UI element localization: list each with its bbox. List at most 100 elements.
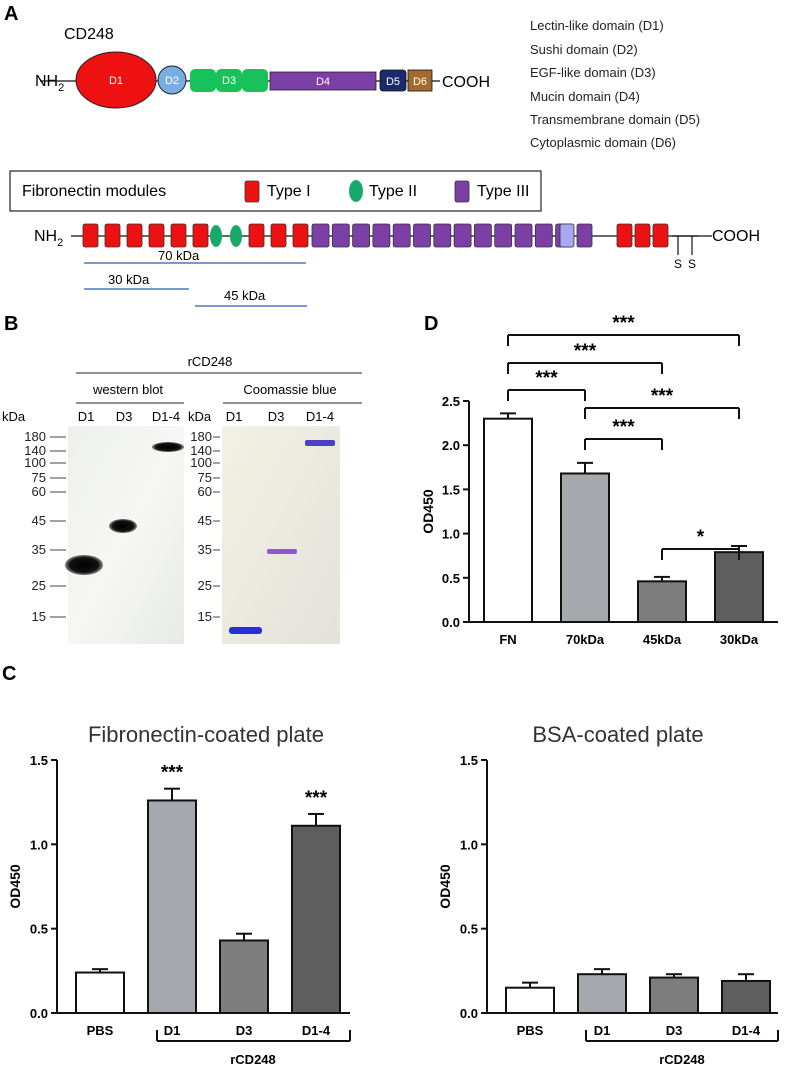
fn-type3-module xyxy=(494,223,513,248)
y-tick-label: 1.0 xyxy=(442,527,460,542)
significance-label: *** xyxy=(305,788,328,809)
fn-modules xyxy=(82,223,669,248)
wb-band-d14 xyxy=(152,442,184,452)
fn-type3-module xyxy=(576,223,593,248)
bsa-plate-title: BSA-coated plate xyxy=(532,722,703,747)
fn-legend-type1: Type I xyxy=(267,183,311,200)
fragment-70kda-label: 70 kDa xyxy=(158,248,200,263)
cb-marker-label: 180 xyxy=(190,429,212,444)
x-category-label: D3 xyxy=(666,1023,683,1038)
fn-legend-type2-swatch xyxy=(349,180,363,202)
y-tick-label: 0.0 xyxy=(460,1006,478,1021)
domain-d5-shape xyxy=(379,69,407,92)
bar xyxy=(291,824,341,1015)
cb-band-d14 xyxy=(305,440,335,446)
fn-type3-module xyxy=(392,223,411,248)
x-category-label: D3 xyxy=(236,1023,253,1038)
panel-a: A CD248 NH2 D1 D2 D3 D4 D5 D6 COOH Lecti… xyxy=(4,3,760,307)
fn-nterm-sub: 2 xyxy=(57,237,63,249)
y-axis-title: OD450 xyxy=(7,864,23,909)
fn-type3-module xyxy=(352,223,371,248)
cb-marker-label: 15 xyxy=(198,609,212,624)
x-category-label: FN xyxy=(499,632,516,647)
domain-d2-shape xyxy=(157,65,187,95)
bar xyxy=(147,799,197,1014)
rcd248-label-left: rCD248 xyxy=(230,1052,276,1067)
fn-legend-type2: Type II xyxy=(369,183,417,200)
wb-lane-d3: D3 xyxy=(116,409,133,424)
fn-type1-module xyxy=(652,223,669,248)
cb-lane-d14: D1-4 xyxy=(306,409,334,424)
fn-type3-module xyxy=(534,223,553,248)
bar xyxy=(483,417,533,623)
panel-letter-b: B xyxy=(4,313,18,335)
rcd248-label-right: rCD248 xyxy=(659,1052,705,1067)
fn-type1-module xyxy=(148,223,165,248)
x-category-label: 45kDa xyxy=(643,632,682,647)
fn-type3-module xyxy=(453,223,472,248)
domain-d3-label: D3 xyxy=(222,75,236,87)
y-tick-label: 1.5 xyxy=(442,482,460,497)
x-category-label: 70kDa xyxy=(566,632,605,647)
y-axis-title: OD450 xyxy=(437,864,453,909)
western-blot-image xyxy=(68,426,184,644)
legend-d3: EGF-like domain (D3) xyxy=(530,65,656,80)
y-tick-label: 2.0 xyxy=(442,438,460,453)
fragment-45kda-label: 45 kDa xyxy=(224,288,266,303)
bar xyxy=(505,986,555,1015)
fn-type1-module xyxy=(82,223,99,248)
rcd248-group-label: rCD248 xyxy=(188,354,233,369)
fn-type3-module xyxy=(413,223,431,248)
y-tick-label: 1.0 xyxy=(30,837,48,852)
x-category-label: 30kDa xyxy=(720,632,759,647)
wb-marker-label: 140 xyxy=(24,443,46,458)
cd248-nterm: NH2 xyxy=(35,73,64,94)
domain-d6-shape xyxy=(407,69,433,92)
fn-legend-type3: Type III xyxy=(477,183,529,200)
bsa-plate-chart: 0.0 0.5 1.0 1.5 OD450 PBS D1 D3 D1-4 xyxy=(437,753,778,1038)
panel-letter-a: A xyxy=(4,3,18,25)
legend-d6: Cytoplasmic domain (D6) xyxy=(530,135,676,150)
fn-type1-module xyxy=(248,223,265,248)
wb-kda-label: kDa xyxy=(2,409,26,424)
cb-marker-label: 60 xyxy=(198,484,212,499)
legend-d4: Mucin domain (D4) xyxy=(530,89,640,104)
bar xyxy=(560,472,610,623)
comparison-significance: *** xyxy=(651,386,674,407)
western-blot-label: western blot xyxy=(92,382,163,397)
bar xyxy=(649,976,699,1015)
wb-marker-label: 75 xyxy=(32,470,46,485)
wb-marker-label: 35 xyxy=(32,542,46,557)
disulfide-s-2: S xyxy=(688,257,696,271)
panel-b: B rCD248 western blot Coomassie blue kDa… xyxy=(2,313,362,644)
fn-type1-module xyxy=(192,223,209,248)
fn-type1-module xyxy=(126,223,143,248)
domain-d6-label: D6 xyxy=(413,76,427,88)
cb-marker-label: 45 xyxy=(198,513,212,528)
cb-marker-label: 100 xyxy=(190,455,212,470)
fn-type3-variable-module xyxy=(559,223,575,248)
comparison-significance: *** xyxy=(574,341,597,362)
cb-band-d3 xyxy=(267,549,297,554)
fibronectin-plate-chart: 0.0 0.5 1.0 1.5 OD450 PBS D1 *** D3 D1-4 *** xyxy=(7,753,350,1038)
bar xyxy=(577,973,627,1014)
bar xyxy=(75,971,125,1015)
fn-cterm: COOH xyxy=(712,228,760,245)
cd248-label: CD248 xyxy=(64,26,114,43)
fn-type1-module xyxy=(270,223,287,248)
fn-nterm-text: NH xyxy=(34,228,57,245)
fn-type1-module xyxy=(616,223,633,248)
y-tick-label: 0.5 xyxy=(30,922,48,937)
nterm-sub: 2 xyxy=(58,82,64,94)
fn-type1-module xyxy=(292,223,309,248)
wb-marker-label: 100 xyxy=(24,455,46,470)
comparison-significance: * xyxy=(697,527,705,548)
coomassie-label: Coomassie blue xyxy=(243,382,336,397)
x-category-label: D1 xyxy=(594,1023,611,1038)
disulfide-s-1: S xyxy=(674,257,682,271)
wb-marker-label: 45 xyxy=(32,513,46,528)
fibronectin-plate-title: Fibronectin-coated plate xyxy=(88,722,324,747)
y-tick-label: 0.0 xyxy=(30,1006,48,1021)
legend-d2: Sushi domain (D2) xyxy=(530,42,638,57)
